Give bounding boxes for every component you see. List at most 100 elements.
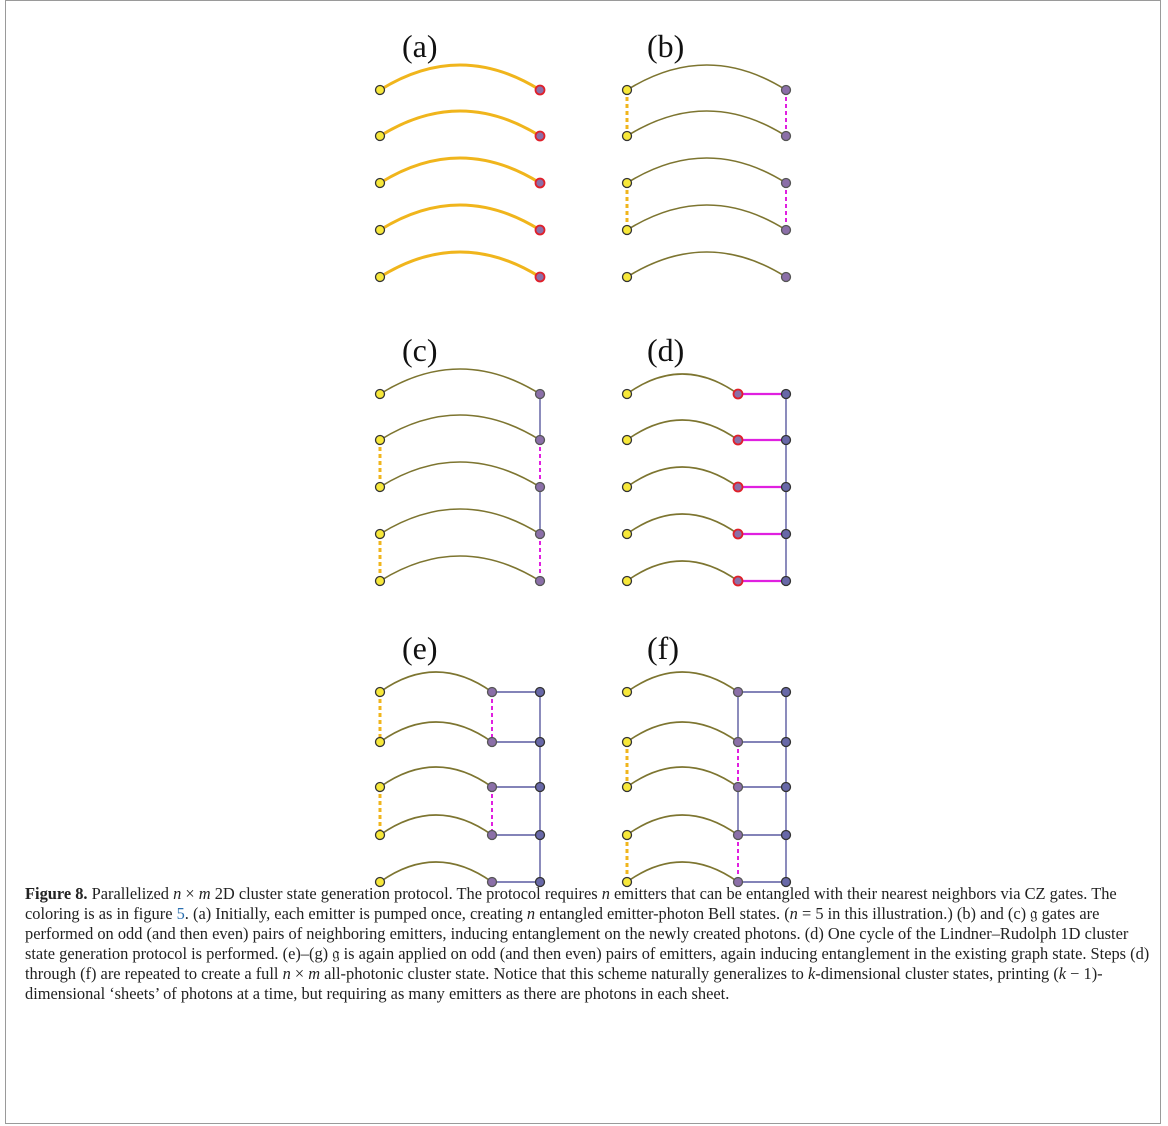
edge-f4 <box>626 814 739 836</box>
emitter-node <box>732 481 744 493</box>
cluster-photon-node <box>534 686 546 698</box>
caption-text: entangled emitter-photon Bell states. ( <box>535 904 790 923</box>
emitter-node <box>732 829 744 841</box>
cluster-photon-node <box>780 434 792 446</box>
emitter-node <box>780 177 792 189</box>
edge-a1 <box>379 63 541 92</box>
edge-d1 <box>626 373 739 395</box>
edge-e3 <box>379 766 493 788</box>
edge-c2 <box>379 414 541 441</box>
photon-node <box>374 388 386 400</box>
edge-b3 <box>626 157 787 184</box>
edge-f2 <box>626 721 739 743</box>
panel-d-graph <box>621 373 792 587</box>
edge-b1 <box>626 64 787 91</box>
photon-node <box>374 736 386 748</box>
photon-node <box>621 876 633 888</box>
edge-b5 <box>626 251 787 278</box>
cluster-photon-node <box>780 736 792 748</box>
panel-e: (e) <box>370 632 560 902</box>
edge-a3 <box>379 156 541 185</box>
photon-node <box>621 736 633 748</box>
var-n: n <box>173 884 182 903</box>
caption-text: . (a) Initially, each emitter is pumped … <box>184 904 527 923</box>
photon-node <box>374 271 386 283</box>
caption-text: -dimensional cluster states, printing ( <box>815 964 1059 983</box>
cluster-photon-node <box>534 829 546 841</box>
photon-node <box>374 481 386 493</box>
edge-c4 <box>379 508 541 535</box>
photon-node <box>374 434 386 446</box>
figure-5-link[interactable]: 5 <box>176 904 185 923</box>
caption-text: gates are performed on odd (and then eve… <box>25 904 1129 963</box>
photon-node <box>621 829 633 841</box>
panel-b-label: (b) <box>647 28 685 64</box>
emitter-node <box>732 781 744 793</box>
cz-gate-label: CZ <box>1024 884 1046 903</box>
edge-d3 <box>626 466 739 488</box>
cluster-photon-node <box>780 686 792 698</box>
photon-node <box>621 271 633 283</box>
photon-node <box>374 876 386 888</box>
cluster-photon-node <box>534 876 546 888</box>
emitter-node <box>534 177 546 189</box>
caption-text: − 1)-dimensional ‘sheets’ of photons at … <box>25 964 1103 1003</box>
g-gate-symbol: 𝔤 <box>332 944 340 963</box>
emitter-node <box>486 781 498 793</box>
emitter-node <box>486 829 498 841</box>
emitter-node <box>732 528 744 540</box>
figure-frame <box>5 0 1161 1124</box>
caption-text: 2D cluster state generation protocol. Th… <box>210 884 602 903</box>
caption-text: = 5 in this illustration.) (b) and (c) <box>797 904 1031 923</box>
panel-c-graph <box>374 368 546 587</box>
var-k: k <box>1058 964 1067 983</box>
panel-d: (d) <box>617 334 807 604</box>
emitter-node <box>732 876 744 888</box>
g-gate-symbol: 𝔤 <box>1030 904 1038 923</box>
caption-text: emitters that can be entangled with thei… <box>609 884 1025 903</box>
emitter-node <box>732 686 744 698</box>
caption-text: all-photonic cluster state. Notice that … <box>320 964 808 983</box>
emitter-node <box>534 271 546 283</box>
panel-e-label: (e) <box>402 630 438 666</box>
cluster-photon-node <box>534 781 546 793</box>
panel-d-label: (d) <box>647 332 685 368</box>
emitter-node <box>534 130 546 142</box>
emitter-node <box>534 434 546 446</box>
emitter-node <box>534 575 546 587</box>
panel-c: (c) <box>370 334 560 604</box>
edge-f3 <box>626 766 739 788</box>
photon-node <box>374 130 386 142</box>
cluster-photon-node <box>534 736 546 748</box>
emitter-node <box>486 686 498 698</box>
photon-node <box>621 575 633 587</box>
photon-node <box>621 388 633 400</box>
emitter-node <box>732 388 744 400</box>
emitter-node <box>534 528 546 540</box>
cluster-photon-node <box>780 481 792 493</box>
var-k: k <box>807 964 816 983</box>
photon-node <box>374 177 386 189</box>
photon-node <box>621 84 633 96</box>
caption-text: Parallelized <box>87 884 174 903</box>
edge-e5 <box>379 861 493 883</box>
edge-d2 <box>626 419 739 441</box>
photon-node <box>374 829 386 841</box>
var-m: m <box>198 884 211 903</box>
edge-a2 <box>379 109 541 138</box>
emitter-node <box>732 575 744 587</box>
photon-node <box>621 434 633 446</box>
panel-b-graph <box>621 64 792 283</box>
photon-node <box>621 224 633 236</box>
edge-d5 <box>626 560 739 582</box>
edge-f1 <box>626 671 739 693</box>
edge-c3 <box>379 461 541 488</box>
emitter-node <box>486 876 498 888</box>
edge-d4 <box>626 513 739 535</box>
panel-b: (b) <box>617 30 807 300</box>
emitter-node <box>534 224 546 236</box>
edge-c5 <box>379 555 541 582</box>
emitter-node <box>534 388 546 400</box>
photon-node <box>621 528 633 540</box>
emitter-node <box>486 736 498 748</box>
